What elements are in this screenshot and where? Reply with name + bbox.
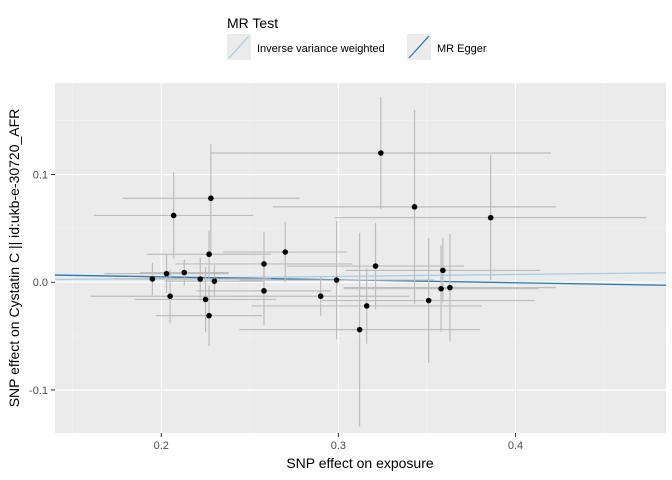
data-point-3	[170, 212, 177, 219]
legend: MR Test Inverse variance weighted MR Egg…	[227, 15, 487, 60]
data-point-16	[356, 326, 363, 333]
x-tick-label: 0.2	[154, 440, 169, 452]
data-point-2	[167, 293, 173, 300]
data-point-6	[202, 296, 209, 303]
y-axis-title: SNP effect on Cystatin C || id:ukb-e-307…	[6, 109, 22, 408]
data-point-18	[372, 263, 379, 269]
data-point-8	[206, 251, 212, 258]
y-tick-label: 0.0	[33, 277, 48, 289]
data-point-1	[163, 270, 170, 277]
x-axis-title: SNP effect on exposure	[286, 455, 434, 471]
plot-panel	[55, 83, 666, 433]
major-gridlines	[55, 83, 666, 433]
data-point-11	[261, 261, 267, 267]
data-point-15	[333, 277, 340, 283]
data-point-23	[440, 267, 446, 274]
y-axis: -0.1 0.0 0.1	[29, 170, 55, 397]
data-point-24	[447, 284, 453, 291]
data-point-13	[282, 249, 289, 255]
y-tick-label: 0.1	[33, 170, 48, 182]
data-point-14	[317, 293, 324, 300]
data-point-21	[425, 297, 432, 304]
x-tick-label: 0.3	[331, 440, 346, 452]
data-point-17	[363, 303, 370, 309]
minor-gridlines	[55, 83, 666, 433]
y-tick-label: -0.1	[29, 385, 48, 397]
x-axis: 0.2 0.3 0.4	[154, 433, 523, 452]
legend-key-ivw-line	[228, 35, 250, 59]
x-tick-label: 0.4	[508, 440, 523, 452]
legend-label-ivw: Inverse variance weighted	[257, 43, 385, 55]
data-point-12	[261, 288, 267, 294]
data-point-10	[211, 278, 218, 284]
data-points	[149, 150, 494, 333]
data-point-4	[181, 269, 188, 276]
data-point-0	[149, 276, 156, 282]
legend-key-egger-line	[408, 35, 430, 59]
data-point-7	[206, 312, 212, 319]
legend-label-egger: MR Egger	[437, 43, 487, 55]
data-point-20	[411, 204, 418, 210]
data-point-5	[197, 276, 204, 282]
legend-title: MR Test	[227, 15, 278, 31]
data-point-22	[438, 285, 444, 292]
data-point-19	[378, 150, 384, 156]
data-point-9	[208, 195, 214, 202]
data-point-25	[487, 214, 494, 221]
